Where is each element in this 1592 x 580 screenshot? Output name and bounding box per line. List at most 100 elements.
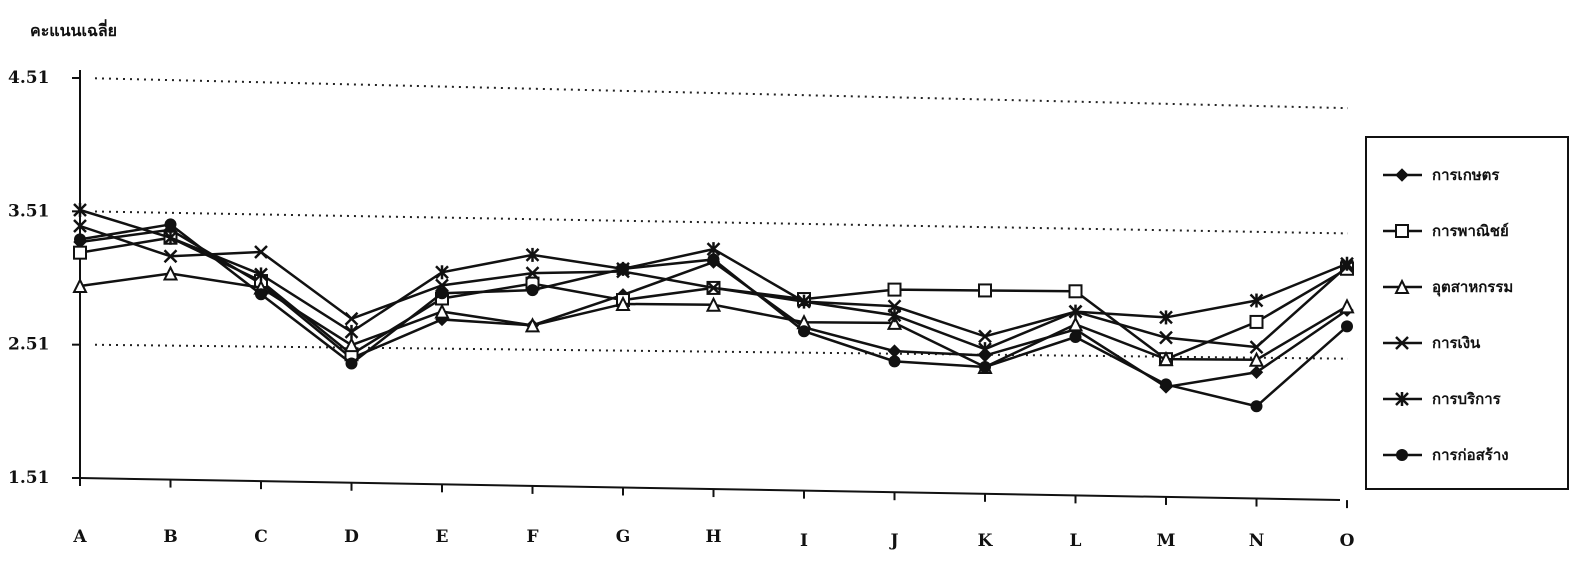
legend-marker-3 [1395, 336, 1409, 350]
data-point-2-11 [1067, 316, 1084, 332]
y-axis-ticks: 4.51 3.51 2.51 1.51 [8, 68, 80, 488]
data-point-2-4 [434, 303, 450, 319]
data-point-4-4 [435, 265, 449, 280]
data-point-5-2 [255, 288, 267, 301]
legend-label-2: อุตสาหกรรม [1432, 278, 1513, 297]
legend-label-0: การเกษตร [1432, 166, 1500, 184]
x-tick-label-2: C [254, 527, 268, 547]
data-point-4-9 [887, 308, 902, 323]
x-tick-label-6: G [616, 527, 631, 547]
legend-item-2: อุตสาหกรรม [1383, 278, 1513, 297]
data-point-2-13 [1248, 351, 1265, 367]
x-tick-label-11: L [1070, 531, 1082, 551]
data-point-3-0 [73, 219, 87, 233]
data-point-5-14 [1341, 320, 1353, 333]
reference-line-0 [94, 77, 1349, 110]
data-point-3-12 [1159, 330, 1173, 345]
x-tick-label-1: B [163, 527, 177, 547]
data-point-4-13 [1249, 293, 1264, 308]
data-point-2-12 [1158, 350, 1174, 367]
data-point-0-13 [1249, 365, 1264, 379]
legend-item-4: การบริการ [1383, 390, 1502, 408]
data-point-5-7 [707, 253, 720, 266]
legend-label-1: การพาณิชย์ [1432, 222, 1509, 240]
data-point-4-10 [978, 342, 992, 357]
x-axis-ticks: A B C D E F G H I J K L M N O [72, 478, 1355, 551]
legend-box [1365, 136, 1569, 490]
data-point-5-9 [888, 355, 901, 368]
x-tick-label-10: K [978, 531, 994, 551]
legend-marker-4 [1395, 392, 1409, 406]
reference-line-2 [94, 343, 1349, 360]
x-tick-label-5: F [526, 527, 538, 547]
data-point-4-2 [254, 267, 268, 282]
y-tick-label-0: 4.51 [8, 68, 49, 88]
data-point-5-6 [617, 262, 629, 275]
data-point-5-13 [1250, 400, 1263, 413]
data-point-4-8 [797, 294, 811, 309]
data-point-2-14 [1339, 298, 1355, 314]
legend-label-4: การบริการ [1432, 390, 1502, 408]
x-tick-label-7: H [705, 527, 721, 547]
data-point-1-10 [978, 283, 992, 298]
series-line-4 [79, 208, 1348, 351]
data-point-1-0 [73, 245, 87, 260]
y-tick-label-2: 2.51 [8, 335, 49, 355]
legend-marker-5 [1396, 449, 1408, 461]
data-point-5-4 [436, 287, 448, 300]
data-point-4-1 [163, 230, 178, 245]
legend-marker-0 [1395, 168, 1409, 182]
data-point-3-13 [1249, 340, 1264, 354]
x-tick-label-14: O [1340, 531, 1355, 551]
data-point-2-0 [72, 277, 88, 293]
legend-marker-1 [1395, 224, 1409, 238]
legend: การเกษตรการพาณิชย์อุตสาหกรรมการเงินการบร… [1365, 136, 1569, 490]
data-point-2-5 [524, 317, 541, 333]
x-tick-label-13: N [1249, 531, 1265, 551]
data-point-4-14 [1340, 256, 1354, 271]
x-axis-line [79, 477, 1341, 501]
reference-line-1 [94, 210, 1349, 235]
legend-label-5: การก่อสร้าง [1432, 446, 1509, 464]
x-tick-label-3: D [344, 527, 359, 547]
data-point-2-6 [615, 295, 631, 311]
legend-item-5: การก่อสร้าง [1383, 446, 1509, 464]
data-point-5-8 [798, 325, 810, 338]
data-point-5-5 [526, 284, 539, 297]
data-point-2-1 [162, 265, 179, 281]
data-point-5-11 [1069, 331, 1082, 344]
data-point-2-9 [886, 314, 903, 330]
data-point-2-3 [343, 336, 360, 353]
data-point-5-1 [164, 218, 177, 231]
data-point-1-11 [1068, 284, 1083, 299]
data-point-3-7 [706, 281, 721, 295]
series-layer [72, 203, 1355, 413]
data-point-5-10 [979, 360, 991, 373]
x-tick-label-9: J [888, 531, 898, 551]
data-point-3-10 [978, 329, 992, 344]
x-tick-label-8: I [800, 531, 808, 551]
data-point-4-5 [525, 247, 540, 262]
data-point-4-0 [73, 203, 87, 217]
series-5 [74, 218, 1353, 413]
data-point-3-3 [344, 311, 359, 326]
y-tick-label-3: 1.51 [8, 468, 49, 488]
data-point-3-1 [163, 249, 178, 264]
data-point-0-9 [887, 344, 902, 358]
data-point-5-3 [345, 357, 358, 370]
legend-item-0: การเกษตร [1383, 166, 1500, 184]
data-point-3-2 [254, 245, 268, 259]
y-tick-label-1: 3.51 [8, 201, 49, 221]
legend-marker-2 [1394, 278, 1410, 294]
legend-item-3: การเงิน [1383, 334, 1481, 352]
x-tick-label-12: M [1157, 531, 1176, 551]
legend-label-3: การเงิน [1432, 334, 1481, 352]
y-axis-title: คะแนนเฉลี่ย [30, 19, 117, 40]
data-point-5-0 [74, 233, 86, 246]
data-point-4-12 [1159, 310, 1173, 325]
data-point-2-7 [705, 296, 722, 312]
data-point-1-9 [887, 282, 902, 297]
reference-lines [94, 77, 1349, 360]
data-point-1-13 [1249, 314, 1264, 329]
